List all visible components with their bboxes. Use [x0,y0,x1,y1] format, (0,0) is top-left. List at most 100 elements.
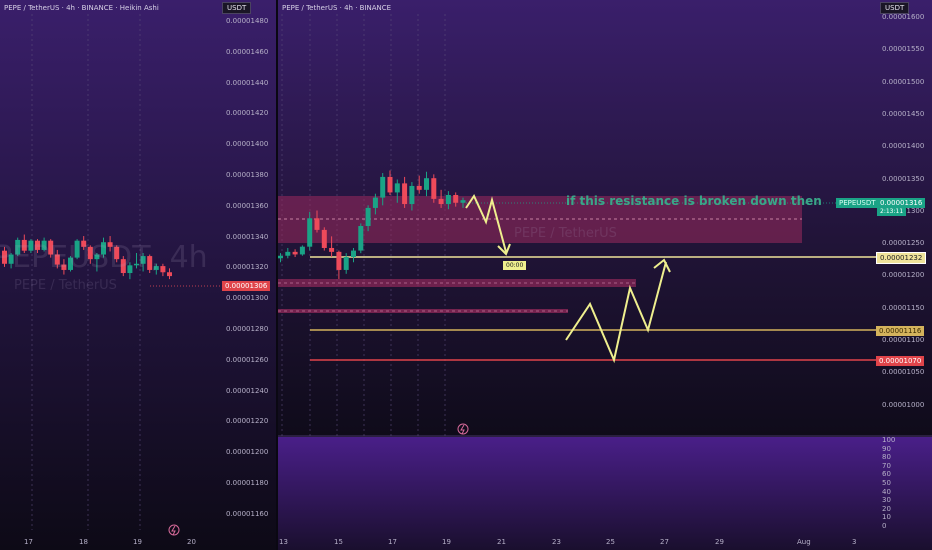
left-x-label: 20 [187,538,196,546]
right-candles [278,170,466,279]
indicator-label: 20 [882,504,891,513]
candle-body [336,251,342,270]
candle-body [453,195,459,203]
candle-body [358,226,364,251]
right-x-label: 15 [334,538,343,546]
candle-body [54,254,60,265]
candle-body [140,256,146,264]
candle-body [460,200,466,203]
candle-body [314,218,320,230]
candle-body [114,246,120,260]
levels [310,202,876,361]
candle-body [81,240,87,247]
candle-body [35,240,40,250]
arrowhead-up [653,258,671,273]
right-y-label: 0.00001350 [882,174,925,183]
left-y-label: 0.00001260 [226,355,269,364]
left-y-label: 0.00001320 [226,263,269,272]
candle-body [74,240,80,258]
countdown-tag: 2:13:11 [877,207,907,216]
candle-body [394,183,400,193]
candle-body [68,257,73,270]
candle-body [380,176,386,198]
left-y-label: 0.00001220 [226,417,269,426]
candle-body [424,178,429,190]
indicator-label: 50 [882,479,891,487]
candle-body [402,183,408,205]
candle-body [2,250,7,264]
left-y-label: 0.00001160 [226,509,269,518]
left-y-label: 0.00001360 [226,201,269,210]
candle-body [307,218,313,247]
candle-body [28,240,34,251]
right-x-label: 27 [660,538,669,546]
right-y-label: 0.00001600 [882,13,925,21]
candle-body [343,257,349,270]
indicator-label: 100 [882,436,896,444]
left-candles [2,234,222,287]
bolt-icon-right[interactable] [457,423,469,435]
candle-body [278,255,283,259]
candle-body [431,178,437,199]
candle-body [61,264,67,270]
right-x-label: 19 [442,538,451,546]
indicator-label: 70 [882,461,891,470]
level-tag-1070: 0.00001070 [876,356,925,366]
candle-body [438,198,444,205]
candle-body [285,251,291,256]
right-y-label: 0.00001250 [882,239,925,248]
candle-body [153,266,159,270]
candle-body [321,229,327,248]
right-y-label: 0.00001450 [882,109,925,118]
right-x-label: 17 [388,538,397,546]
left-y-label: 0.00001460 [226,47,269,56]
candle-body [107,242,113,247]
level-tag-1232: 0.00001232 [876,252,927,264]
projection-arrow-up [565,261,667,364]
right-x-label: 13 [279,538,288,546]
left-y-label: 0.00001180 [226,479,269,487]
right-y-label: 0.00001050 [882,368,925,377]
candle-body [127,265,133,274]
right-x-label: 3 [852,538,857,546]
candle-body [48,240,54,255]
candle-body [21,239,27,251]
right-unit-badge[interactable]: USDT [880,2,910,14]
right-y-label: 0.00001550 [882,45,925,54]
level-tag-1116: 0.00001116 [876,326,925,336]
candle-body [134,263,139,266]
left-price-badge: 0.00001306 [222,281,271,291]
right-y-label: 0.00001100 [882,336,925,344]
right-x-label: 23 [552,538,561,546]
candle-body [299,246,305,255]
candle-body [365,207,371,227]
left-x-label: 19 [133,538,142,546]
candle-body [15,239,21,255]
candle-body [8,254,14,264]
left-y-label: 0.00001440 [226,78,269,87]
candle-body [329,247,335,252]
indicator-pane-bg [278,436,932,550]
arrowhead-down [497,243,511,256]
candle-body [409,185,415,205]
indicator-label: 80 [882,453,891,462]
right-x-label: 29 [715,538,724,546]
left-y-label: 0.00001480 [226,17,269,25]
resistance-annotation: if this resistance is broken down then [566,194,822,208]
left-y-label: 0.00001300 [226,294,269,303]
panel-divider [276,0,278,550]
right-y-label: 0.00001200 [882,271,925,280]
left-unit-badge[interactable]: USDT [222,2,252,14]
left-y-label: 0.00001400 [226,140,269,149]
indicator-label: 40 [882,487,891,496]
zones [278,196,802,313]
candle-body [147,256,153,270]
candle-body [387,176,393,193]
indicator-label: 30 [882,496,891,505]
last-price-tag: 0.00001316 [877,198,926,208]
bolt-icon-left[interactable] [168,524,180,536]
support-zone [278,279,636,287]
indicator-label: 60 [882,470,891,479]
right-x-label: 25 [606,538,615,546]
candle-body [167,272,172,277]
